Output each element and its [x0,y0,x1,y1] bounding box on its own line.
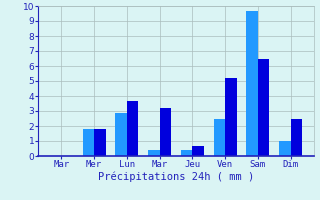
Bar [94,129,106,156]
X-axis label: Précipitations 24h ( mm ): Précipitations 24h ( mm ) [98,172,254,182]
Bar [258,58,269,156]
Bar [148,150,160,156]
Bar [116,112,127,156]
Bar [279,141,291,156]
Bar [192,146,204,156]
Bar [291,118,302,156]
Bar [160,108,171,156]
Bar [214,118,225,156]
Bar [225,78,236,156]
Bar [181,150,192,156]
Bar [246,10,258,156]
Bar [83,129,94,156]
Bar [127,100,138,156]
